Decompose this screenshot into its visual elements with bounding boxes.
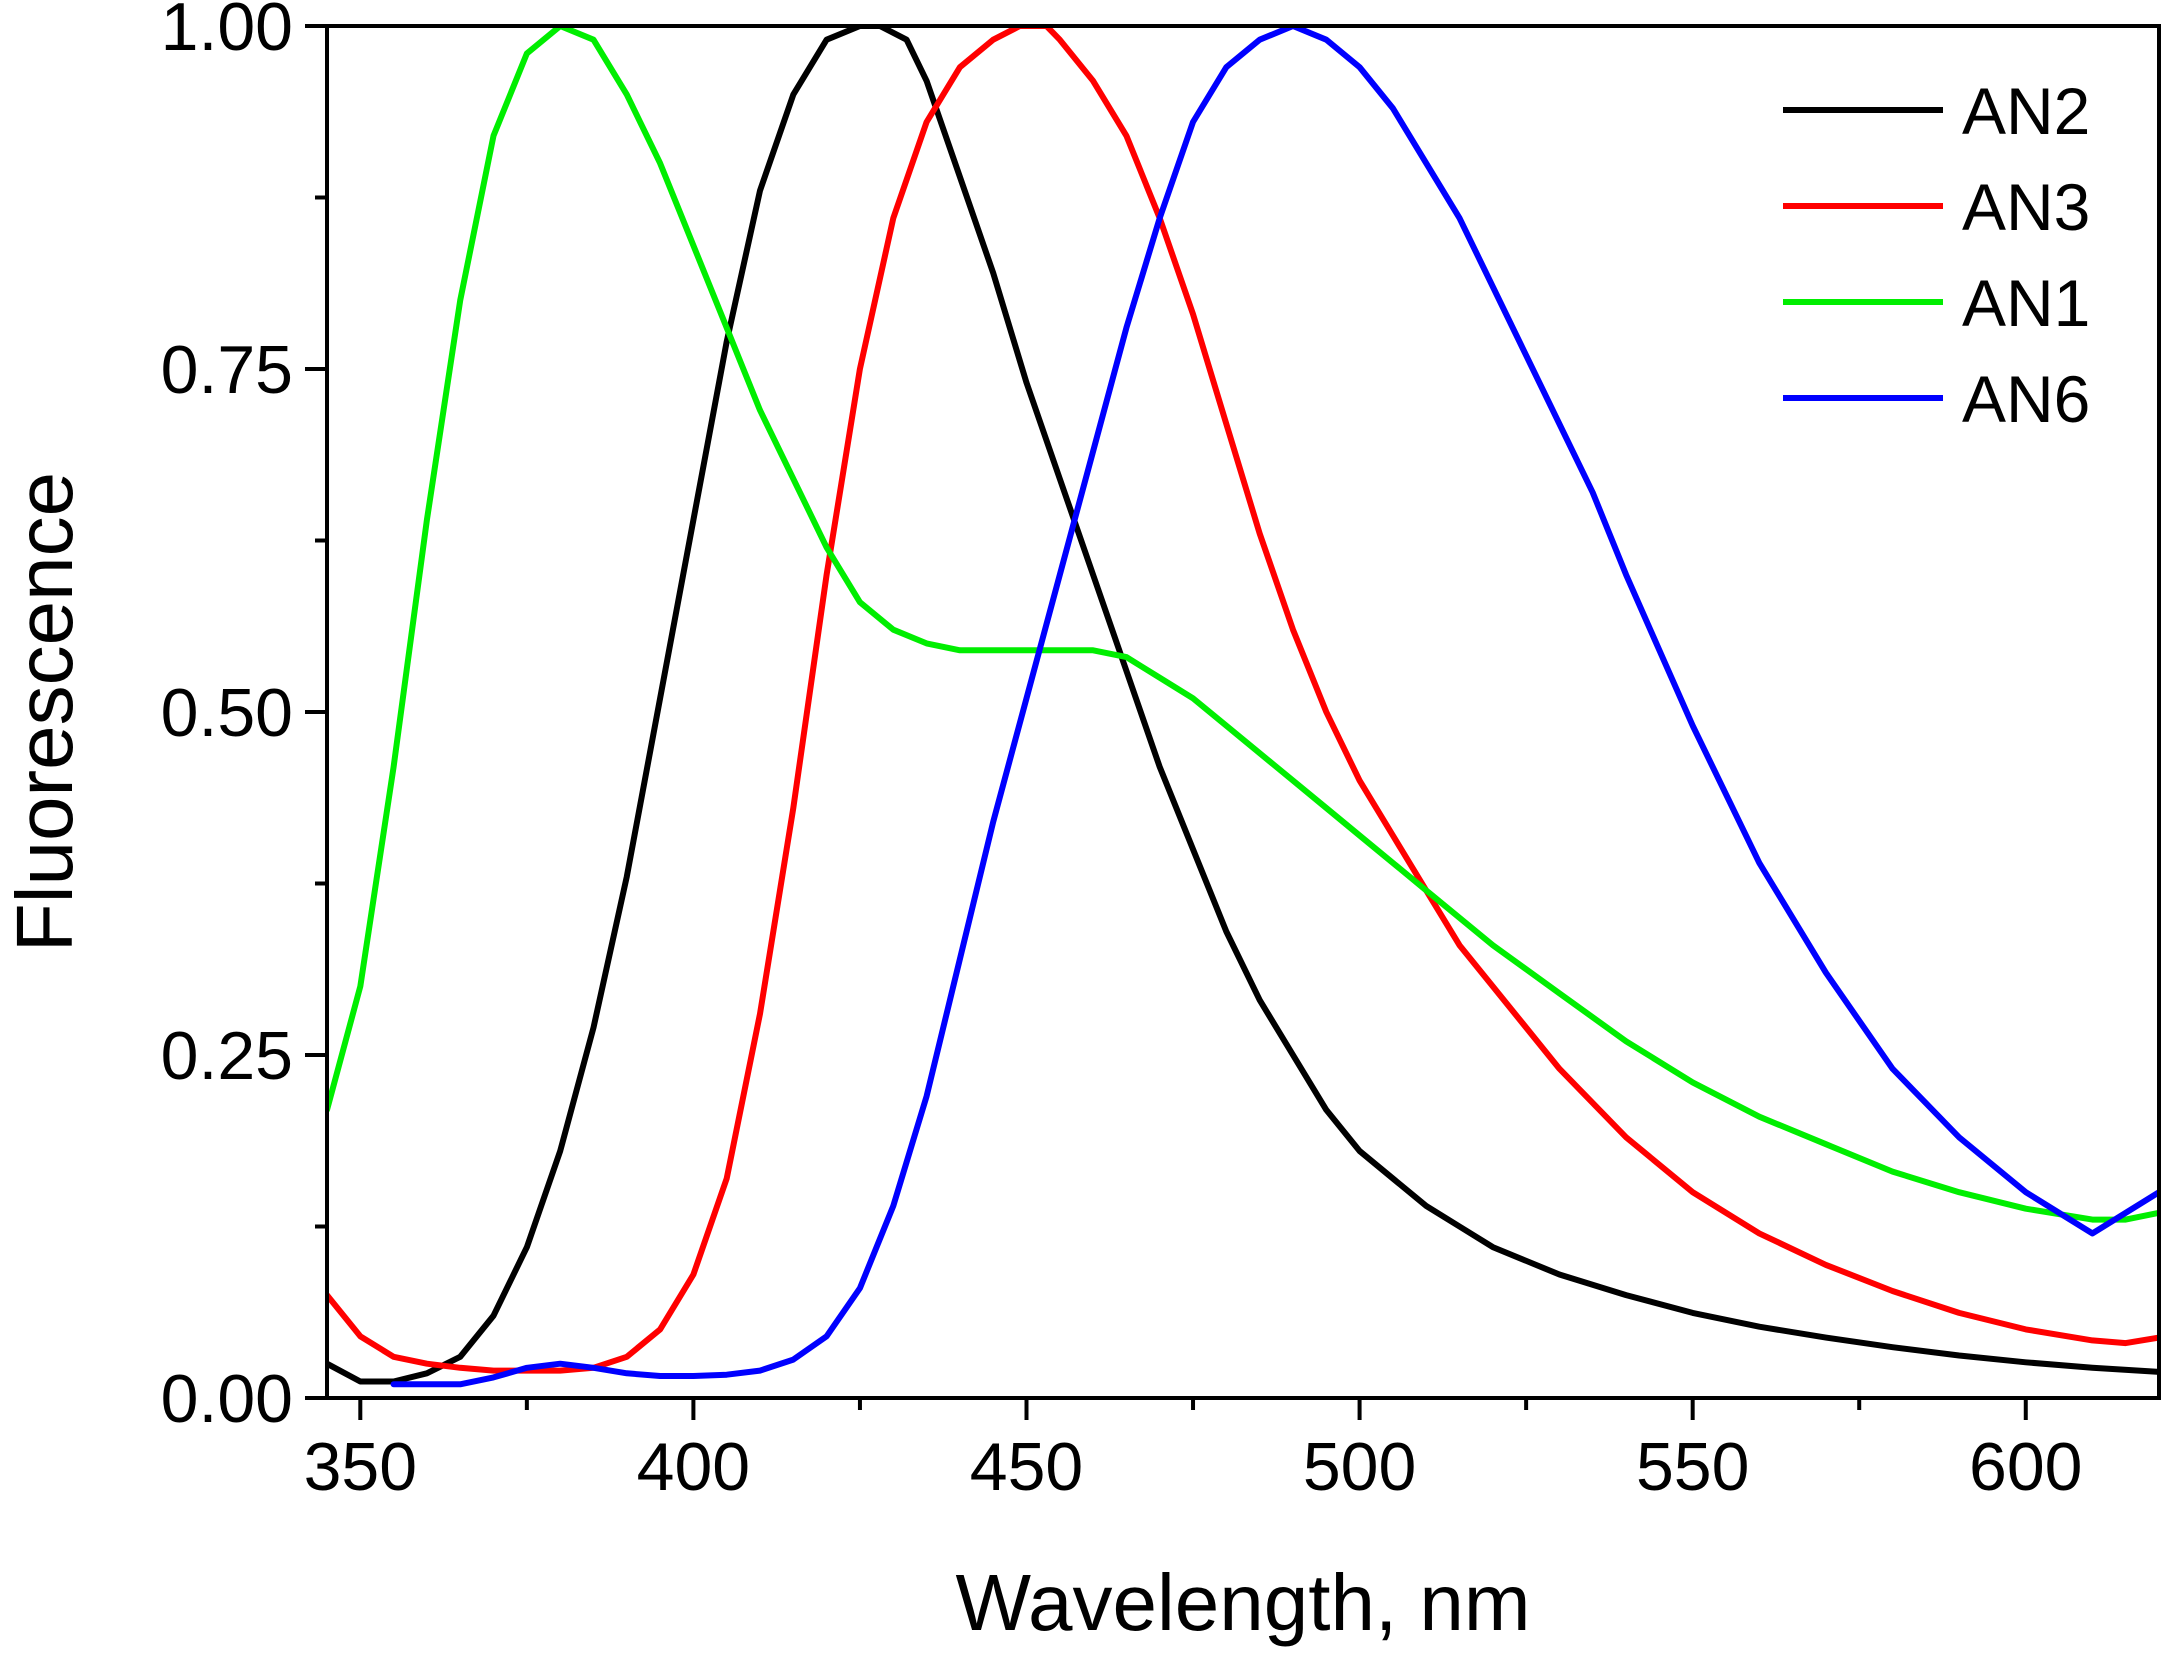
y-tick-label: 0.25 [161, 1018, 293, 1094]
x-tick-label: 500 [1303, 1429, 1416, 1505]
x-tick-label: 350 [304, 1429, 417, 1505]
series-an2-line [327, 26, 2159, 1385]
series-layer [327, 26, 2159, 1388]
x-tick-label: 600 [1969, 1429, 2082, 1505]
series-an6-line [390, 26, 2159, 1388]
x-tick-label: 450 [970, 1429, 1083, 1505]
x-tick-label: 400 [637, 1429, 750, 1505]
y-axis: 0.00 0.25 0.50 0.75 1.00 [161, 0, 327, 1437]
x-tick-label: 550 [1636, 1429, 1749, 1505]
legend-label-an3: AN3 [1962, 170, 2090, 244]
series-an1-line [327, 26, 2159, 1223]
legend-label-an2: AN2 [1962, 74, 2090, 148]
legend-label-an1: AN1 [1962, 266, 2090, 340]
y-tick-label: 0.00 [161, 1361, 293, 1437]
legend-label-an6: AN6 [1962, 362, 2090, 436]
y-tick-label: 0.50 [161, 675, 293, 751]
plot-frame [325, 24, 2161, 1400]
y-axis-title: Fluorescence [0, 472, 89, 952]
y-tick-label: 1.00 [161, 0, 293, 65]
y-tick-label: 0.75 [161, 332, 293, 408]
legend: AN2 AN3 AN1 AN6 [1783, 74, 2090, 436]
x-axis-title: Wavelength, nm [955, 1558, 1530, 1647]
x-axis: 350 400 450 500 550 600 [304, 1398, 2082, 1505]
